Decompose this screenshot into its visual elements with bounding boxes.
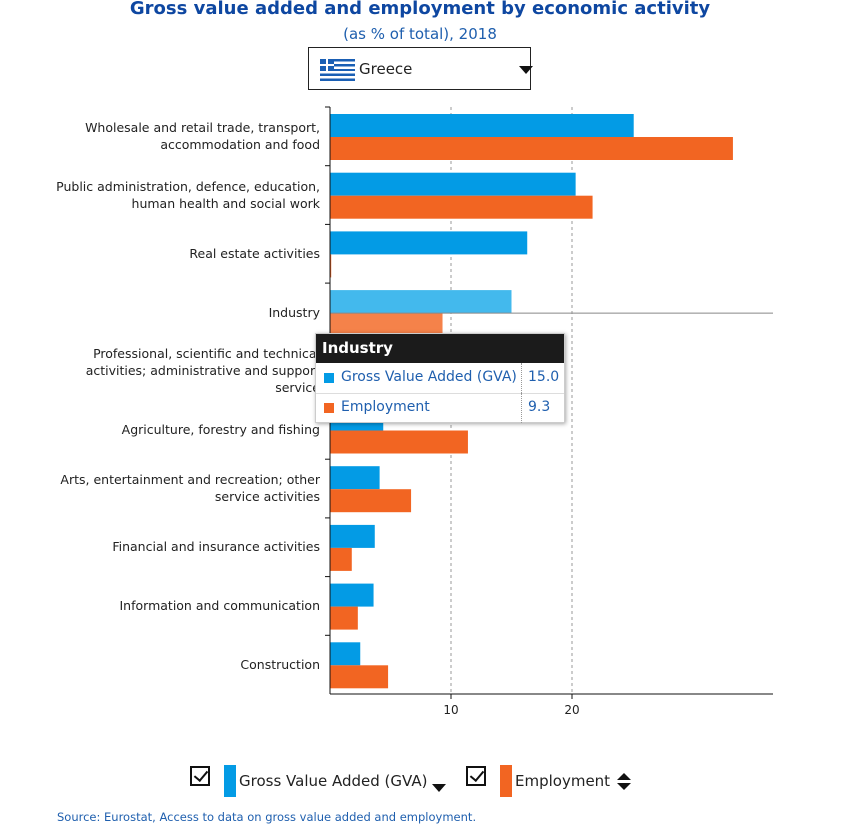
bar-gva	[330, 524, 375, 548]
category-label: Real estate activities	[189, 245, 320, 261]
bar-gva	[330, 290, 512, 314]
category-label: Public administration, defence, educatio…	[56, 178, 320, 211]
country-dropdown[interactable]: Greece	[308, 47, 533, 90]
legend-item-employment[interactable]: Employment	[466, 765, 636, 797]
tooltip-series-name: Gross Value Added (GVA)	[341, 369, 517, 385]
category-label: Agriculture, forestry and fishing	[121, 422, 320, 437]
greek-flag-icon	[320, 59, 355, 81]
bar-employment	[330, 606, 358, 630]
employment-color-swatch	[500, 765, 512, 797]
dropdown-caret-icon	[519, 66, 533, 74]
category-label: Construction	[240, 656, 320, 672]
tooltip-title: Industry	[316, 334, 564, 363]
bar-employment	[330, 489, 412, 513]
source-prefix: Source: Eurostat, Access to data on	[57, 810, 266, 824]
source-mid: and	[370, 810, 400, 824]
caret-down-icon[interactable]	[432, 784, 446, 792]
employment-data-link[interactable]: employment	[399, 810, 473, 824]
bar-gva	[330, 642, 361, 666]
bar-gva	[330, 114, 634, 137]
tooltip-row-employment: Employment 9.3	[316, 393, 564, 423]
bar-employment	[330, 254, 332, 278]
checkmark-icon	[193, 766, 209, 783]
tooltip-series-name: Employment	[341, 399, 430, 415]
x-tick-label: 20	[564, 703, 579, 717]
gva-swatch-icon	[324, 373, 334, 383]
legend-label-employment: Employment	[515, 772, 611, 790]
chart-title: Gross value added and employment by econ…	[129, 0, 711, 19]
bar-gva	[330, 583, 374, 607]
bar-gva	[330, 231, 528, 255]
legend-item-gva[interactable]: Gross Value Added (GVA)	[190, 765, 450, 797]
bar-gva	[330, 466, 380, 490]
chart-tooltip: Industry Gross Value Added (GVA) 15.0 Em…	[315, 333, 565, 423]
employment-swatch-icon	[324, 403, 334, 413]
category-label: Financial and insurance activities	[112, 539, 320, 555]
employment-checkbox[interactable]	[466, 766, 486, 786]
bar-employment	[330, 195, 593, 219]
gva-color-swatch	[224, 765, 236, 797]
gva-checkbox[interactable]	[190, 766, 210, 786]
sort-updown-icon[interactable]	[617, 773, 631, 793]
checkmark-icon	[469, 766, 485, 783]
category-label: Industry	[268, 304, 320, 320]
bar-employment	[330, 137, 733, 160]
bar-gva	[330, 172, 576, 196]
chart-subtitle: (as % of total), 2018	[343, 25, 497, 43]
bar-chart: 10 20	[325, 106, 773, 717]
country-dropdown-value: Greece	[359, 60, 413, 78]
category-label: Information and communication	[119, 598, 321, 614]
source-suffix: .	[472, 810, 477, 824]
x-tick-label: 10	[443, 703, 458, 717]
gva-data-link[interactable]: gross value added	[265, 810, 371, 824]
tooltip-series-value: 15.0	[528, 369, 560, 385]
bar-employment	[330, 430, 468, 454]
bar-employment	[330, 665, 389, 689]
legend-label-gva: Gross Value Added (GVA)	[239, 772, 428, 790]
bar-employment	[330, 313, 443, 337]
source-note: Source: Eurostat, Access to data on gros…	[57, 810, 476, 824]
tooltip-series-value: 9.3	[528, 399, 551, 415]
bar-employment	[330, 547, 352, 571]
category-label: Arts, entertainment and recreation; othe…	[60, 472, 320, 505]
tooltip-row-gva: Gross Value Added (GVA) 15.0	[316, 363, 564, 393]
category-label: Wholesale and retail trade, transport, a…	[85, 120, 320, 152]
category-label: Professional, scientific and technical a…	[85, 346, 320, 396]
